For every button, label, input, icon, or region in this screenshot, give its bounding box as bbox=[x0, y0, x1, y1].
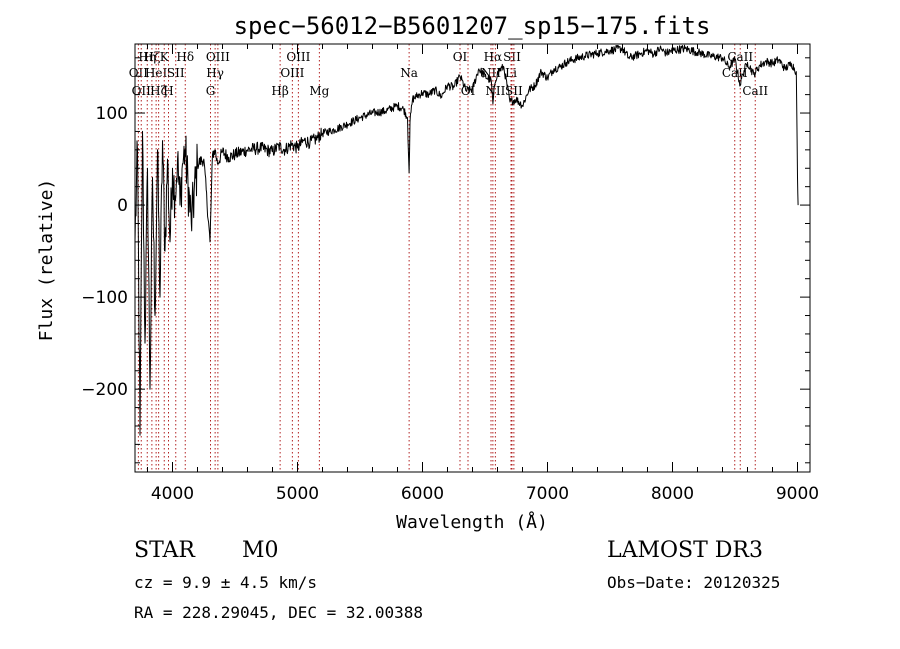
spectral-line-label: Hδ bbox=[176, 50, 194, 64]
spectral-line-label: Na bbox=[400, 66, 418, 80]
y-tick-label: −100 bbox=[81, 288, 128, 308]
axes: 4000 5000 6000 7000 8000 9000 −200 −100 0 100 bbox=[81, 43, 819, 504]
spectral-line-label: Hγ bbox=[206, 66, 224, 80]
flux-series-line bbox=[134, 44, 799, 436]
x-tick-label: 5000 bbox=[276, 484, 319, 504]
spectral-line-label: Hβ bbox=[271, 84, 288, 98]
series-layer bbox=[134, 44, 799, 436]
spectral-line-label: NII bbox=[485, 84, 505, 98]
spectral-line-label: SII bbox=[505, 84, 523, 98]
spectral-line-label: OII bbox=[129, 66, 149, 80]
spectral-line-label: Hζ bbox=[150, 84, 167, 98]
y-tick-label: −200 bbox=[81, 380, 128, 400]
object-class: STAR bbox=[134, 538, 195, 563]
x-tick-label: 6000 bbox=[401, 484, 444, 504]
spectral-line-label: Mg bbox=[309, 84, 329, 98]
spectral-line-label: OIII bbox=[280, 66, 304, 80]
x-tick-label: 4000 bbox=[151, 484, 194, 504]
y-axis-label: Flux (relative) bbox=[36, 179, 57, 342]
spectral-line-label: Hα bbox=[484, 50, 503, 64]
spectral-line-label: Li bbox=[505, 66, 517, 80]
x-tick-label: 7000 bbox=[526, 484, 569, 504]
ra-dec: RA = 228.29045, DEC = 32.00388 bbox=[134, 603, 423, 622]
x-tick-label: 9000 bbox=[776, 484, 819, 504]
chart-title: spec−56012−B5601207_sp15−175.fits bbox=[234, 12, 711, 40]
y-tick-label: 100 bbox=[96, 104, 128, 124]
spectral-line-label: HeI bbox=[145, 66, 168, 80]
y-tick-label: 0 bbox=[117, 196, 128, 216]
observation-date: Obs−Date: 20120325 bbox=[607, 573, 781, 592]
x-axis-label: Wavelength (Å) bbox=[396, 511, 548, 533]
spectral-line-label: OI bbox=[453, 50, 468, 64]
spectral-line-label: OIII bbox=[286, 50, 310, 64]
spectral-line-label: SII bbox=[167, 66, 185, 80]
spectral-line-label: CaII bbox=[742, 84, 768, 98]
spectral-line-label: OIII bbox=[206, 50, 230, 64]
spectral-line-label: H bbox=[163, 84, 173, 98]
plot-frame bbox=[134, 43, 811, 473]
x-tick-label: 8000 bbox=[651, 484, 694, 504]
spectral-line-label: SII bbox=[503, 50, 521, 64]
spectral-line-label: K bbox=[160, 50, 170, 64]
emission-line-markers: OIIOIIHηHζHeIHζKHSIIHδGHγOIIIHβOIIIOIIIM… bbox=[129, 44, 768, 472]
spectral-line-label: G bbox=[206, 84, 216, 98]
object-subclass: M0 bbox=[242, 538, 279, 563]
redshift-velocity: cz = 9.9 ± 4.5 km/s bbox=[134, 573, 318, 592]
survey-name: LAMOST DR3 bbox=[607, 538, 763, 563]
